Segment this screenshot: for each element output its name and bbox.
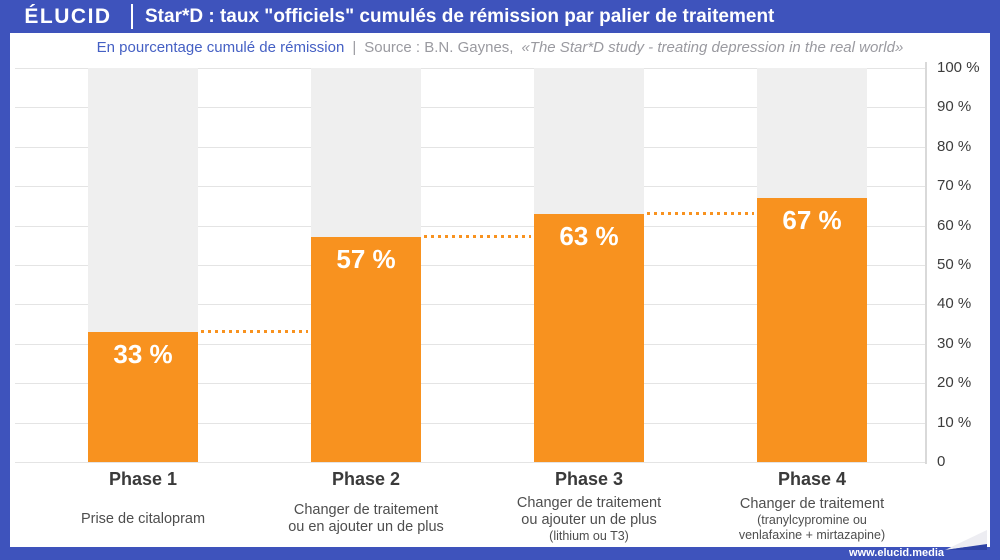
phase-description: Changer de traitement ou en ajouter un de…	[246, 492, 486, 546]
gridline	[15, 462, 925, 463]
phase-description-line: (tranylcypromine ou	[757, 512, 867, 527]
dotted-connector	[647, 211, 754, 215]
phase-description-line: (lithium ou T3)	[549, 528, 629, 543]
phase-description: Prise de citalopram	[23, 492, 263, 546]
phase-label-group: Phase 2 Changer de traitement ou en ajoute…	[246, 469, 486, 546]
elucid-flag-icon	[945, 530, 987, 550]
y-axis-tick-label: 80 %	[937, 137, 972, 155]
bar-phase-2	[311, 237, 421, 462]
y-axis-tick-label: 40 %	[937, 295, 972, 313]
page-title: Star*D : taux "officiels" cumulés de rém…	[145, 6, 775, 27]
gridline	[15, 265, 925, 266]
left-border	[0, 0, 10, 560]
gridline	[15, 68, 925, 69]
gridline	[15, 422, 925, 424]
y-axis-tick-label: 60 %	[937, 216, 972, 234]
phase-description: Changer de traitement ou ajouter un de pl…	[469, 492, 709, 546]
phase-label-group: Phase 3 Changer de traitement ou ajouter u…	[469, 469, 709, 546]
gridline	[15, 186, 925, 188]
y-axis-tick-label: 0	[937, 453, 946, 470]
subtitle-label: En pourcentage cumulé de rémission	[96, 38, 345, 56]
bar-phase-1	[88, 331, 198, 462]
y-axis-tick-label: 50 %	[937, 256, 972, 273]
dotted-connector	[201, 329, 308, 333]
phase-description-line: Changer de traitement	[293, 502, 439, 518]
phase-title: Phase 4	[777, 469, 847, 489]
source-quote: «The Star*D study - treating depression …	[521, 38, 904, 56]
gridline	[15, 107, 925, 109]
y-axis-tick-label: 100 %	[937, 59, 980, 76]
phase-description-line: venlafaxine + mirtazapine)	[738, 527, 886, 542]
gridline	[15, 343, 925, 345]
y-axis-tick-label: 70 %	[937, 177, 972, 195]
phase-description-line: ou en ajouter un de plus	[288, 519, 444, 535]
bar-phase-4	[757, 198, 867, 462]
subtitle-row: En pourcentage cumulé de rémission | Sou…	[10, 33, 990, 61]
y-axis-line	[925, 62, 927, 464]
y-axis-tick-label: 30 %	[937, 334, 972, 352]
subtitle-separator: |	[352, 38, 357, 56]
phase-label-group: Phase 4 Changer de traitement (tranylcypro…	[692, 469, 932, 546]
gridline	[15, 383, 925, 385]
bar-value-label: 67 %	[782, 205, 842, 236]
phase-description-line: ou ajouter un de plus	[521, 511, 657, 528]
y-axis-tick-label: 10 %	[937, 413, 972, 431]
phase-description-line: Changer de traitement	[516, 494, 662, 511]
y-axis-tick-label: 20 %	[937, 374, 972, 392]
elucid-logo: ÉLUCID	[24, 4, 112, 28]
phase-description: Changer de traitement (tranylcypromine ou…	[692, 492, 932, 546]
phase-description-line: Changer de traitement	[739, 495, 885, 512]
header-divider	[131, 4, 133, 29]
bar-remainder-phase-2	[311, 68, 421, 238]
footer-bar: www.elucid.media	[0, 547, 1000, 560]
phase-title: Phase 3	[554, 469, 624, 489]
gridline	[15, 304, 925, 306]
y-axis-tick-label: 90 %	[937, 98, 972, 116]
bar-remainder-phase-4	[757, 68, 867, 199]
bar-phase-3	[534, 213, 644, 462]
phase-title: Phase 1	[108, 469, 178, 489]
gridline	[15, 225, 925, 227]
phase-label-group: Phase 1 Prise de citalopram	[23, 469, 263, 546]
source-prefix: Source : B.N. Gaynes,	[364, 38, 514, 56]
bar-remainder-phase-1	[88, 68, 198, 332]
dotted-connector	[424, 235, 531, 239]
bar-remainder-phase-3	[534, 68, 644, 214]
bar-value-label: 33 %	[113, 338, 173, 369]
bar-value-label: 63 %	[559, 220, 619, 251]
right-border	[990, 0, 1000, 560]
phase-description-line: Prise de citalopram	[80, 510, 206, 527]
bar-value-label: 57 %	[336, 244, 396, 275]
footer-url: www.elucid.media	[849, 547, 944, 559]
phase-title: Phase 2	[331, 469, 401, 489]
header-bar: ÉLUCID Star*D : taux "officiels" cumulés…	[0, 0, 1000, 33]
gridline	[15, 146, 925, 148]
